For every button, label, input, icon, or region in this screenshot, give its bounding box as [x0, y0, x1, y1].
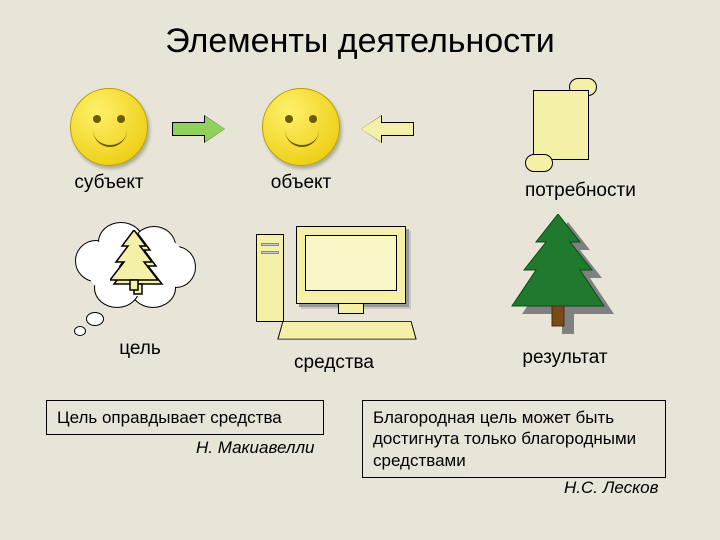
fir-tree-icon: [510, 214, 620, 342]
small-tree-icon: [110, 230, 166, 296]
page-title: Элементы деятельности: [0, 0, 720, 61]
goal-label: цель: [70, 338, 210, 360]
arrow-left-icon: [358, 116, 414, 142]
arrow-right-icon: [172, 116, 228, 142]
result-label: результат: [510, 347, 620, 369]
object-label: объект: [262, 172, 340, 194]
row-bottom: цель средства результат: [0, 220, 720, 370]
quote-left-author: Н. Макиавелли: [196, 438, 315, 458]
thought-bubble-icon: [60, 220, 210, 340]
object-block: объект: [262, 88, 340, 194]
quote-right-text: Благородная цель может быть достигнута т…: [373, 408, 636, 470]
goal-block: цель: [60, 220, 210, 360]
smiley-icon: [70, 88, 148, 166]
subject-label: субъект: [70, 172, 148, 194]
smiley-icon: [262, 88, 340, 166]
quote-left-text: Цель оправдывает средства: [57, 408, 282, 427]
scroll-icon: [525, 80, 597, 170]
needs-block: потребности: [525, 80, 636, 202]
row-top: субъект объект потребности: [0, 88, 720, 208]
quote-right-box: Благородная цель может быть достигнута т…: [362, 400, 666, 478]
means-label: средства: [254, 352, 414, 374]
computer-icon: [254, 226, 414, 346]
quote-left-box: Цель оправдывает средства: [46, 400, 324, 435]
result-block: результат: [510, 214, 620, 369]
means-block: средства: [254, 226, 414, 374]
subject-block: субъект: [70, 88, 148, 194]
needs-label: потребности: [525, 180, 636, 202]
quote-right-author: Н.С. Лесков: [564, 478, 659, 498]
